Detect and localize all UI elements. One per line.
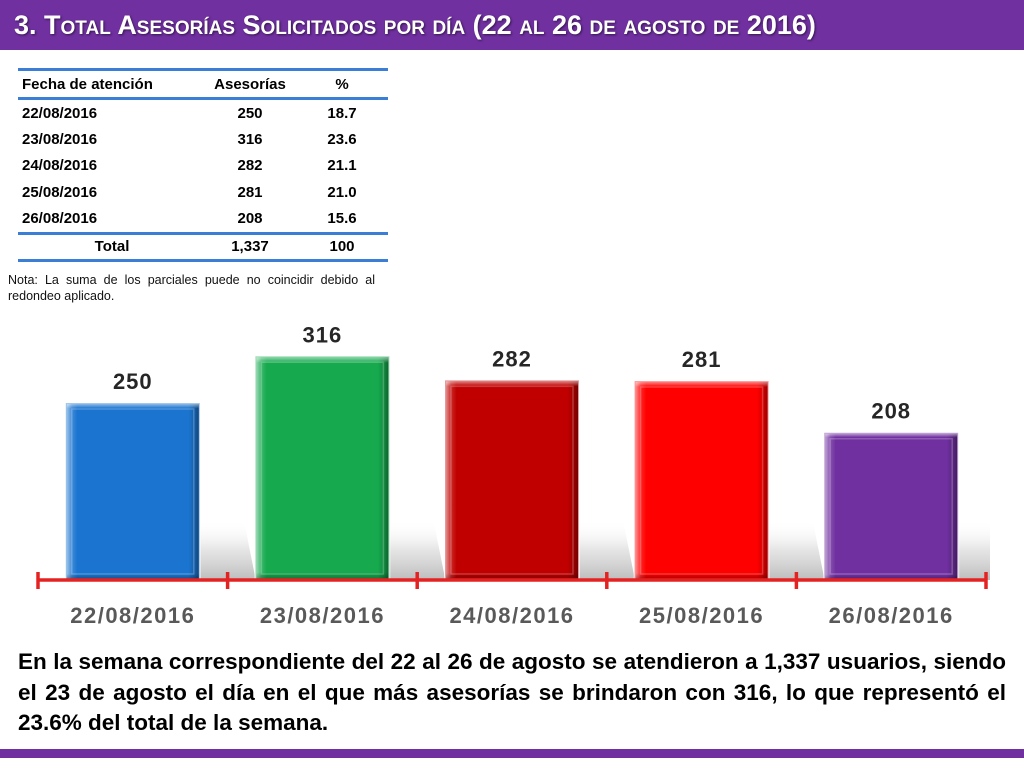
table-header-row: Fecha de atención Asesorías % — [18, 71, 388, 97]
slide-header: 3. Total Asesorías Solicitados por día (… — [0, 0, 1024, 50]
category-label: 22/08/2016 — [70, 603, 195, 628]
table-row: 23/08/2016 316 23.6 — [18, 126, 388, 152]
summary-paragraph: En la semana correspondiente del 22 al 2… — [18, 649, 1006, 735]
cell-percent: 21.0 — [327, 183, 357, 201]
table-row: 25/08/2016 281 21.0 — [18, 179, 388, 205]
category-label: 25/08/2016 — [639, 603, 764, 628]
cell-count: 282 — [237, 157, 263, 175]
data-label: 208 — [871, 399, 911, 424]
bar-bevel — [635, 382, 768, 579]
cell-date: 23/08/2016 — [22, 131, 98, 149]
bar-chart: 250 22/08/2016 316 23/08/2016 282 24/08/2016 2… — [36, 322, 990, 628]
bar-bevel-edge — [260, 361, 385, 575]
bar-bevel — [825, 433, 958, 579]
category-label: 26/08/2016 — [829, 603, 954, 628]
column-header-date: Fecha de atención — [22, 75, 153, 93]
data-label: 281 — [682, 347, 722, 372]
slide-title: 3. Total Asesorías Solicitados por día (… — [14, 9, 816, 40]
cell-percent: 15.6 — [327, 210, 357, 228]
table-rule — [18, 97, 388, 100]
table-rule — [18, 68, 388, 71]
bar-bevel-edge — [829, 437, 953, 575]
data-label: 316 — [303, 322, 343, 347]
category-label: 24/08/2016 — [449, 603, 574, 628]
cell-count: 250 — [237, 104, 263, 122]
total-percent: 100 — [329, 238, 355, 256]
total-label: Total — [94, 238, 130, 256]
column-header-count: Asesorías — [214, 75, 286, 93]
table-row: 22/08/2016 250 18.7 — [18, 100, 388, 126]
bar-bevel-edge — [639, 386, 764, 575]
data-label: 282 — [492, 346, 532, 371]
bar-bevel — [446, 381, 578, 579]
table-row: 24/08/2016 282 21.1 — [18, 153, 388, 179]
cell-count: 316 — [237, 131, 263, 149]
total-count: 1,337 — [231, 238, 269, 256]
cell-date: 26/08/2016 — [22, 210, 98, 228]
data-table: Fecha de atención Asesorías % 22/08/2016… — [18, 68, 388, 262]
table-note: Nota: La suma de los parciales puede no … — [8, 273, 375, 303]
footer-bar — [0, 749, 1024, 758]
table-rule — [18, 258, 388, 262]
cell-date: 25/08/2016 — [22, 183, 98, 201]
cell-percent: 18.7 — [327, 104, 357, 122]
table-total-row: Total 1,337 100 — [18, 235, 388, 259]
category-label: 23/08/2016 — [260, 603, 385, 628]
table-rule — [18, 231, 388, 235]
cell-date: 24/08/2016 — [22, 157, 98, 175]
cell-date: 22/08/2016 — [22, 104, 98, 122]
bar-bevel-edge — [450, 385, 574, 575]
cell-percent: 23.6 — [327, 131, 357, 149]
cell-count: 208 — [237, 210, 263, 228]
cell-percent: 21.1 — [327, 157, 357, 175]
data-label: 250 — [113, 369, 153, 394]
cell-count: 281 — [237, 183, 263, 201]
column-header-percent: % — [335, 75, 349, 93]
bar-bevel — [66, 404, 199, 579]
bar-bevel — [256, 357, 389, 579]
table-row: 26/08/2016 208 15.6 — [18, 206, 388, 232]
bar-bevel-edge — [71, 408, 195, 575]
